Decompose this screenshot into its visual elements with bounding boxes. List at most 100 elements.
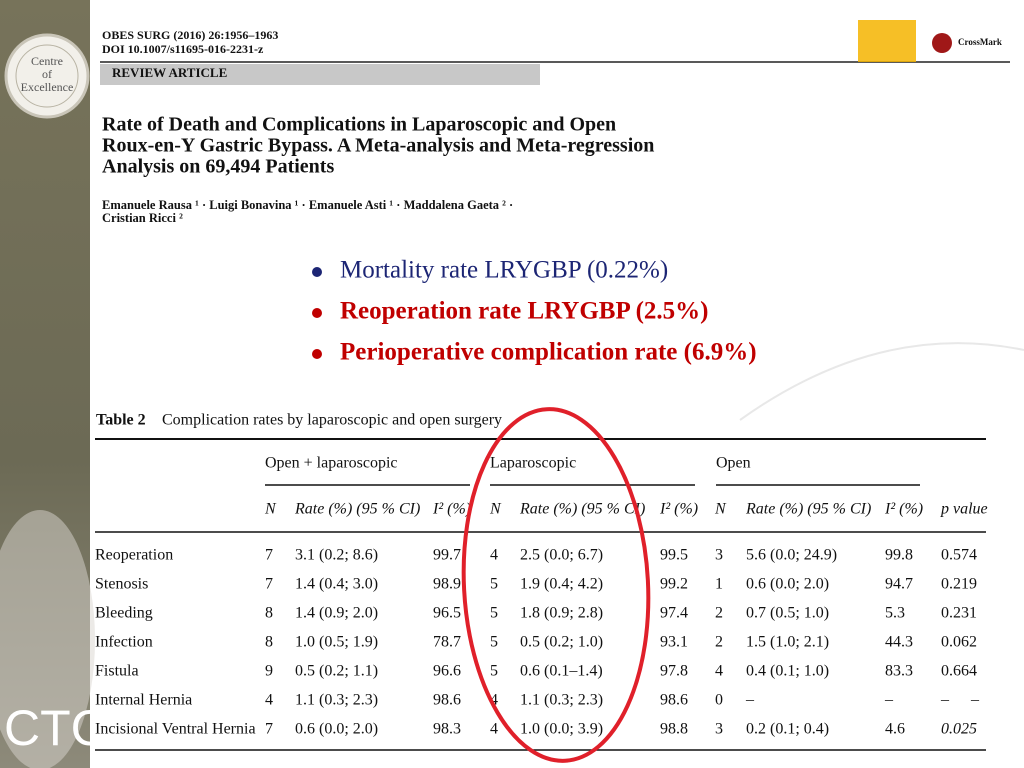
table-cell: 5.6 (0.0; 24.9) — [746, 547, 837, 564]
authors: Emanuele Rausa ¹ · Luigi Bonavina ¹ · Em… — [102, 198, 513, 212]
table-cell: 94.7 — [885, 576, 913, 593]
table-cell: 0.219 — [941, 576, 977, 593]
logo — [4, 33, 90, 119]
column-header: Rate (%) (95 % CI) — [519, 501, 645, 518]
table-cell: 5 — [490, 576, 498, 593]
table-cell: 98.6 — [660, 692, 688, 709]
column-header: N — [489, 501, 502, 518]
table-cell: 98.8 — [660, 721, 688, 738]
table-cell: 9 — [265, 663, 273, 680]
table-cell: 2 — [715, 634, 723, 651]
table-cell: 3 — [715, 547, 723, 564]
table-cell: Stenosis — [95, 576, 148, 593]
column-header: N — [264, 501, 277, 518]
column-header: I² (%) — [432, 501, 471, 518]
table-cell: 5 — [490, 663, 498, 680]
logo-text: Excellence — [21, 80, 74, 94]
section-band — [100, 64, 540, 85]
table-cell: – — [884, 692, 894, 709]
table-cell: 0.6 (0.0; 2.0) — [295, 721, 378, 738]
bullet-text: Perioperative complication rate (6.9%) — [340, 339, 757, 366]
journal-logo — [858, 20, 916, 62]
bullet-text: Mortality rate LRYGBP (0.22%) — [340, 257, 668, 284]
group-header: Open + laparoscopic — [265, 455, 398, 472]
table-cell: 99.8 — [885, 547, 913, 564]
table-cell: – — [940, 692, 950, 709]
table-cell: 1.9 (0.4; 4.2) — [520, 576, 603, 593]
table-cell: 4 — [265, 692, 273, 709]
table-cell: Infection — [95, 634, 153, 651]
table-cell: 8 — [265, 634, 273, 651]
table-cell: 0.6 (0.0; 2.0) — [746, 576, 829, 593]
table-cell: 98.9 — [433, 576, 461, 593]
column-header: Rate (%) (95 % CI) — [745, 501, 871, 518]
logo-ring — [15, 44, 79, 108]
table-cell: 1.1 (0.3; 2.3) — [520, 692, 603, 709]
table-cell: 0.664 — [941, 663, 977, 680]
table-cell: 4.6 — [885, 721, 905, 738]
doi: DOI 10.1007/s11695-016-2231-z — [102, 42, 264, 56]
column-header: I² (%) — [884, 501, 923, 518]
table-cell: 0.062 — [941, 634, 977, 651]
table-cell: Reoperation — [95, 547, 173, 564]
table-cell: Bleeding — [95, 605, 153, 622]
column-header: I² (%) — [659, 501, 698, 518]
bullet-dot — [312, 349, 322, 359]
sidebar-photo — [0, 510, 95, 768]
table-cell: 0.574 — [941, 547, 977, 564]
table-cell: 1.5 (1.0; 2.1) — [746, 634, 829, 651]
crossmark: CrossMark — [958, 37, 1002, 47]
table-cell: 7 — [265, 721, 273, 738]
column-header: N — [714, 501, 727, 518]
table-cell: 44.3 — [885, 634, 913, 651]
table-cell: 3.1 (0.2; 8.6) — [295, 547, 378, 564]
table-cell: 5 — [490, 634, 498, 651]
table-cell: 0.5 (0.2; 1.0) — [520, 634, 603, 651]
table-cell: 2.5 (0.0; 6.7) — [520, 547, 603, 564]
table-cell: 0.025 — [941, 721, 977, 738]
table-cell: 4 — [715, 663, 723, 680]
table-cell: 97.8 — [660, 663, 688, 680]
table-cell: 1.4 (0.4; 3.0) — [295, 576, 378, 593]
authors: Cristian Ricci ² — [102, 211, 183, 225]
table-cell: 98.3 — [433, 721, 461, 738]
table-cell: 0.5 (0.2; 1.1) — [295, 663, 378, 680]
section: REVIEW ARTICLE — [112, 65, 227, 80]
table-cell: 78.7 — [433, 634, 461, 651]
paper-title: Roux-en-Y Gastric Bypass. A Meta-analysi… — [102, 135, 654, 157]
table-cell: 96.6 — [433, 663, 461, 680]
table-cell: 8 — [265, 605, 273, 622]
group-header: Open — [716, 455, 751, 472]
logo-text: of — [42, 67, 52, 81]
table-cell: 5 — [490, 605, 498, 622]
highlight-ellipse — [461, 407, 651, 763]
table-cell: 0.7 (0.5; 1.0) — [746, 605, 829, 622]
watermark-arc — [739, 342, 1024, 421]
table-cell: 83.3 — [885, 663, 913, 680]
paper-title: Analysis on 69,494 Patients — [102, 156, 334, 178]
table-cell: 7 — [265, 576, 273, 593]
table-cell: 1.8 (0.9; 2.8) — [520, 605, 603, 622]
table-cell: Internal Hernia — [95, 692, 192, 709]
table-cell: – — [970, 692, 980, 709]
table-label: Table 2 — [96, 412, 146, 429]
group-header: Laparoscopic — [490, 455, 576, 472]
logo-text: Centre — [31, 54, 63, 68]
table-cell: 96.5 — [433, 605, 461, 622]
table-cell: 0.4 (0.1; 1.0) — [746, 663, 829, 680]
table-cell: Incisional Ventral Hernia — [95, 721, 256, 738]
table-cell: 1 — [715, 576, 723, 593]
table-cell: Fistula — [95, 663, 139, 680]
table-caption: Complication rates by laparoscopic and o… — [162, 412, 502, 429]
paper-title: Rate of Death and Complications in Lapar… — [102, 114, 616, 136]
table-cell: 1.0 (0.0; 3.9) — [520, 721, 603, 738]
brand: CTC — [4, 700, 107, 756]
bullet-dot — [312, 267, 322, 277]
table-cell: 4 — [490, 547, 498, 564]
bullet-text: Reoperation rate LRYGBP (2.5%) — [340, 298, 709, 325]
column-header: Rate (%) (95 % CI) — [294, 501, 420, 518]
table-cell: – — [745, 692, 755, 709]
table-cell: 1.0 (0.5; 1.9) — [295, 634, 378, 651]
